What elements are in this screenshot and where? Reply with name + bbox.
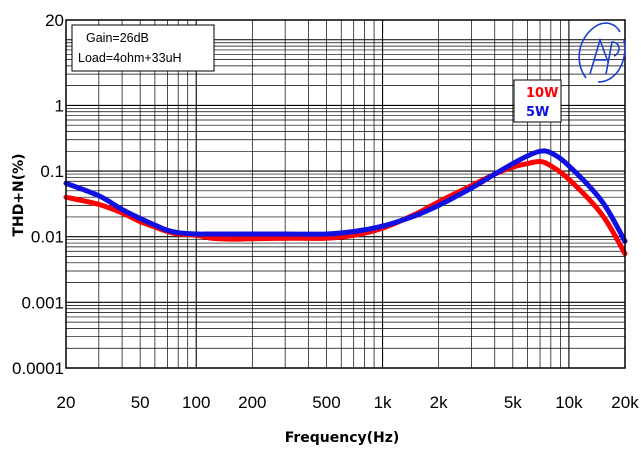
x-axis-title: Frequency(Hz)	[285, 430, 400, 446]
x-tick-label: 2k	[430, 393, 448, 412]
y-tick-label: 1	[55, 96, 64, 115]
y-tick-label: 0.1	[40, 162, 64, 181]
legend: 10W 5W	[513, 79, 562, 123]
ap-logo-icon	[578, 22, 626, 83]
annotation-box: Gain=26dB Load=4ohm+33uH	[71, 24, 215, 72]
y-tick-label: 0.01	[31, 228, 64, 247]
x-tick-label: 5k	[504, 393, 522, 412]
y-tick-labels: 20 1 0.1 0.01 0.001 0.0001	[12, 11, 64, 378]
x-tick-label: 200	[238, 393, 266, 412]
curves	[63, 148, 628, 257]
x-tick-label: 500	[312, 393, 340, 412]
y-axis-title: THD+N(%)	[11, 153, 27, 236]
annotation-gain: Gain=26dB	[86, 31, 149, 45]
grid	[65, 19, 626, 369]
x-tick-label: 50	[131, 393, 150, 412]
x-tick-label: 1k	[374, 393, 392, 412]
x-tick-label: 10k	[555, 393, 583, 412]
y-tick-label: 20	[45, 11, 64, 30]
annotation-load: Load=4ohm+33uH	[78, 51, 182, 65]
plot-frame	[65, 19, 626, 369]
legend-entry-5w: 5W	[526, 105, 549, 120]
legend-entry-10w: 10W	[526, 86, 558, 101]
y-tick-label: 0.0001	[12, 359, 64, 378]
x-tick-labels: 20 50 100 200 500 1k 2k 5k 10k 20k	[57, 393, 640, 412]
x-tick-label: 100	[182, 393, 210, 412]
series-line-5w	[63, 148, 628, 244]
x-tick-label: 20k	[611, 393, 639, 412]
y-tick-label: 0.001	[21, 293, 64, 312]
x-tick-label: 20	[57, 393, 76, 412]
